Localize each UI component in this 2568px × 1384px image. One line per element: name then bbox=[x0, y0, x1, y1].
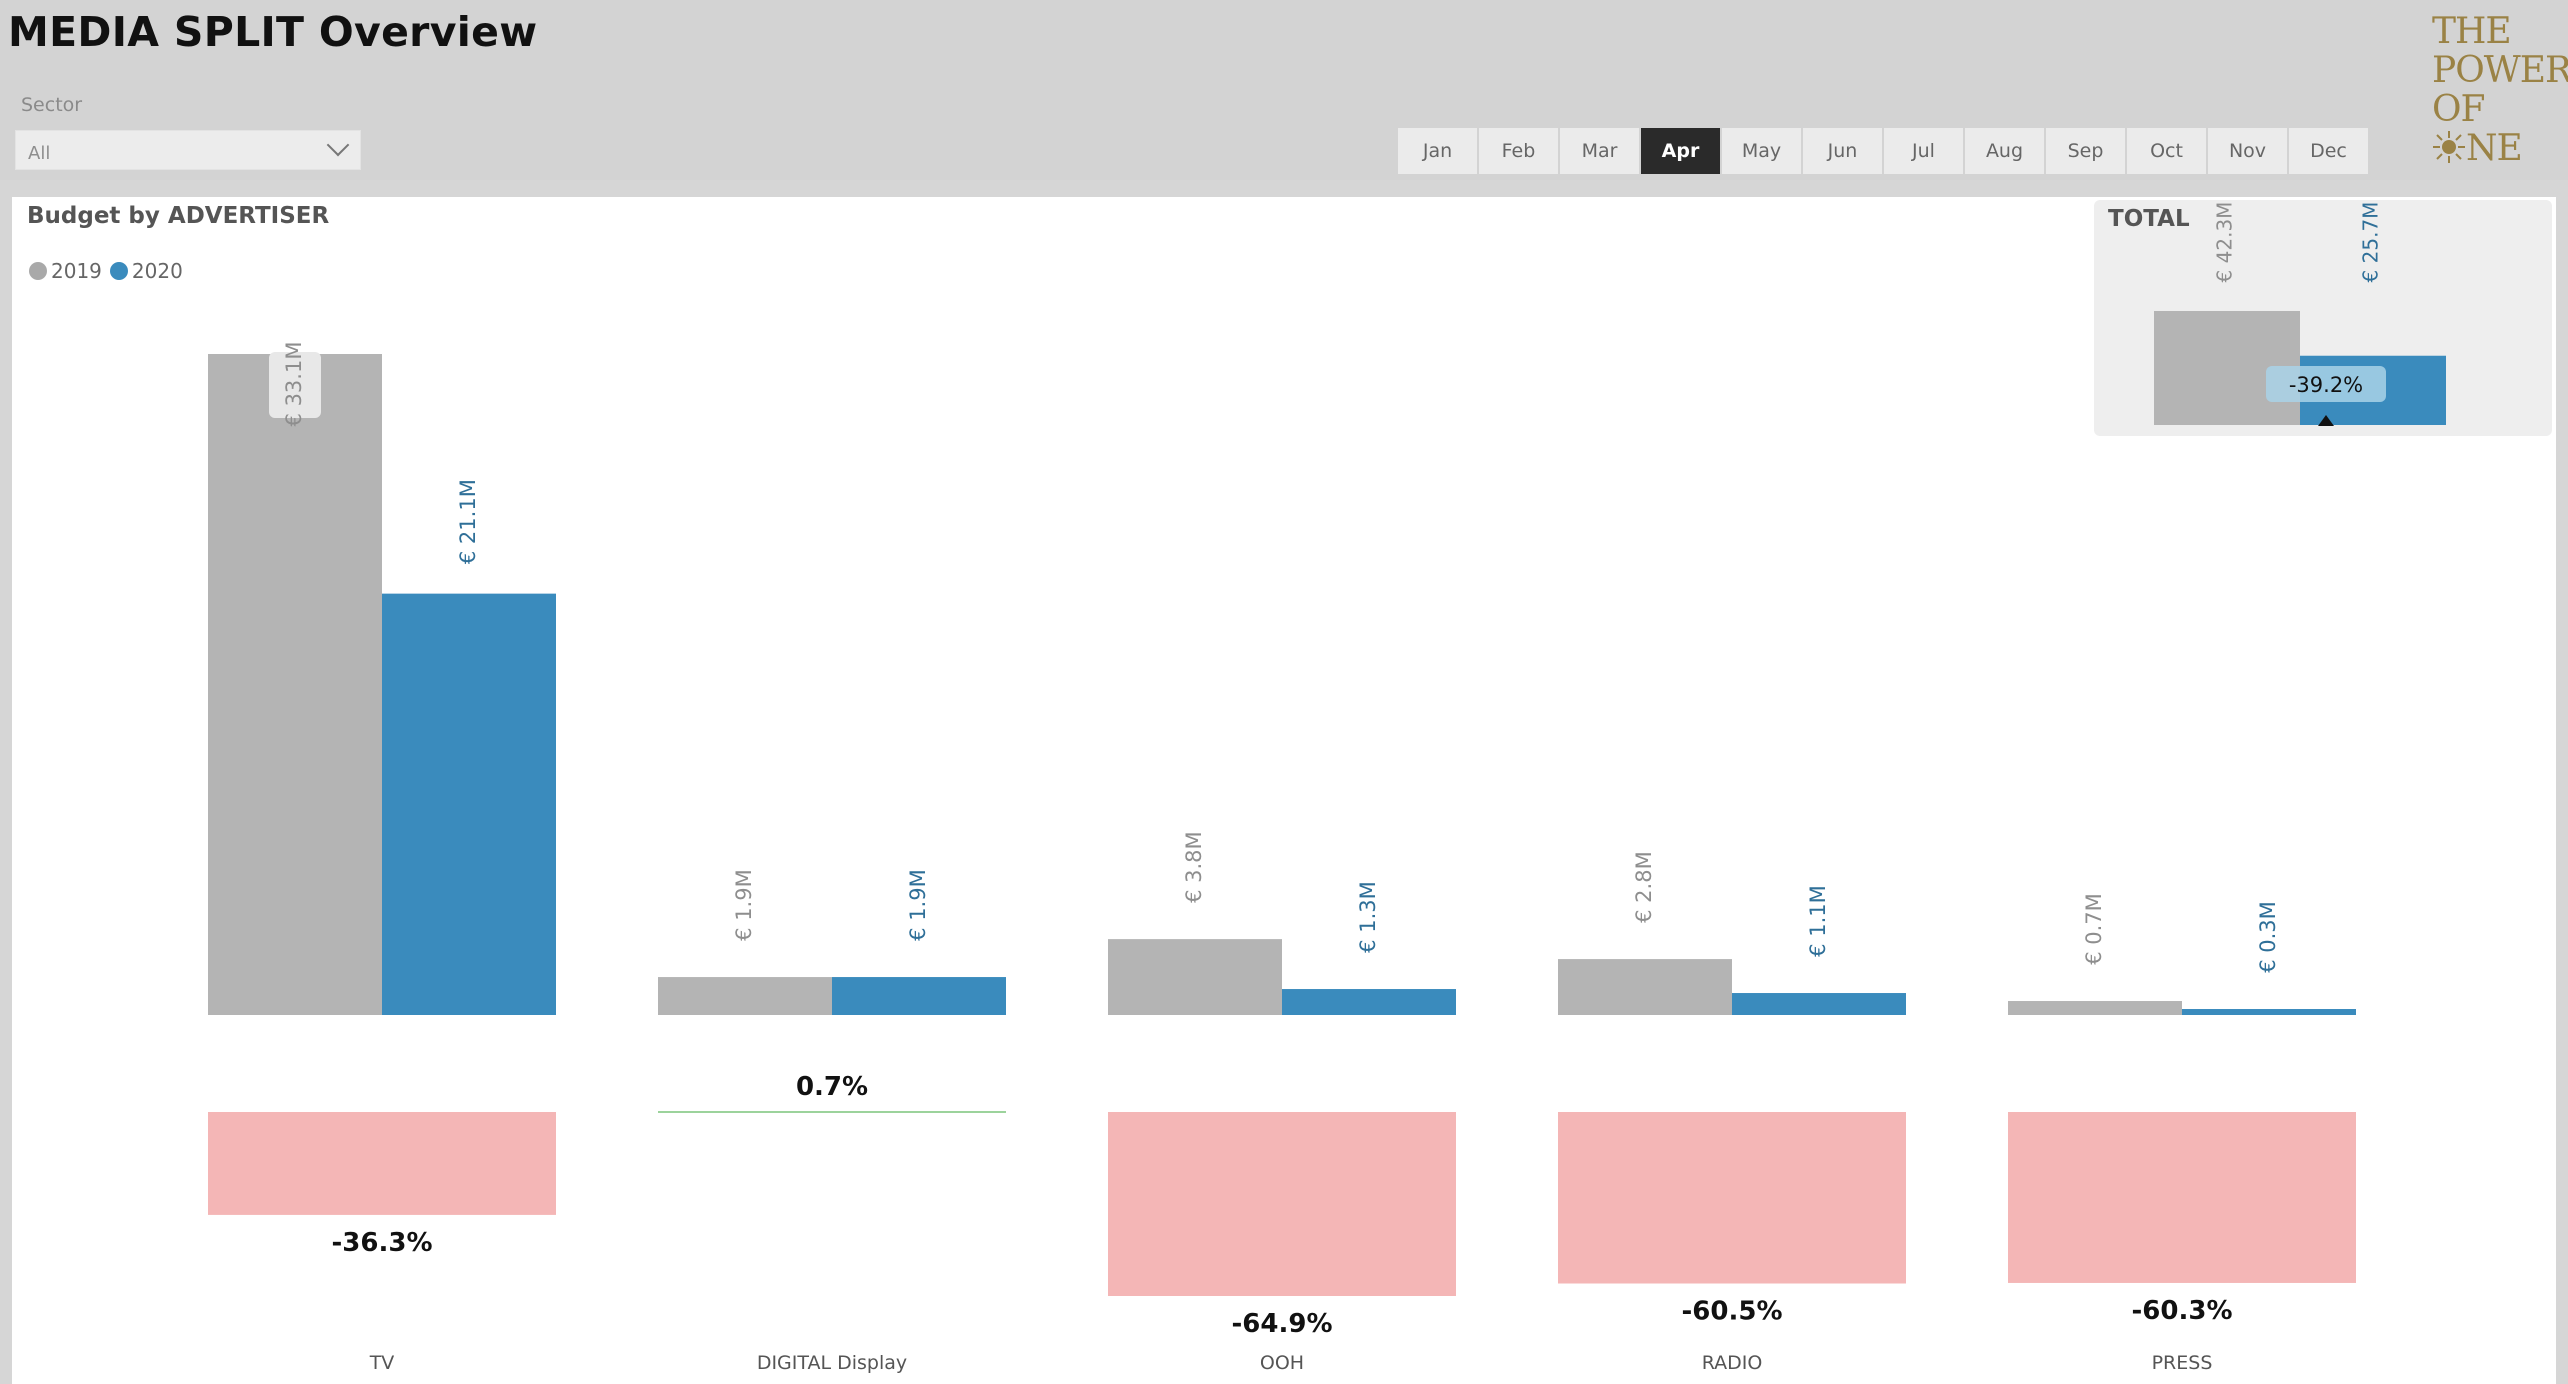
category-label-2: OOH bbox=[1260, 1352, 1304, 1374]
bar-2020-3[interactable] bbox=[1732, 993, 1906, 1015]
month-button-feb[interactable]: Feb bbox=[1479, 128, 1558, 174]
bar-2019-2[interactable] bbox=[1108, 939, 1282, 1015]
change-label-0: -36.3% bbox=[332, 1228, 433, 1258]
chevron-down-icon bbox=[326, 133, 350, 157]
tooltip-pointer-icon bbox=[2318, 415, 2334, 426]
month-button-jun[interactable]: Jun bbox=[1803, 128, 1882, 174]
month-button-apr[interactable]: Apr bbox=[1641, 128, 1720, 174]
change-bar-3[interactable] bbox=[1558, 1112, 1906, 1284]
value-label-2019-0: € 33.1M bbox=[282, 342, 306, 427]
month-button-sep[interactable]: Sep bbox=[2046, 128, 2125, 174]
bar-2020-1[interactable] bbox=[832, 977, 1006, 1015]
category-label-4: PRESS bbox=[2152, 1352, 2213, 1374]
logo-line-1: THE bbox=[2432, 11, 2512, 52]
chart-legend: 2019 2020 bbox=[29, 259, 191, 283]
legend-dot-2019 bbox=[29, 262, 47, 280]
logo-line-4-text: NE bbox=[2466, 128, 2523, 169]
change-label-3: -60.5% bbox=[1682, 1297, 1783, 1327]
category-label-3: RADIO bbox=[1702, 1352, 1763, 1374]
category-label-1: DIGITAL Display bbox=[757, 1352, 907, 1374]
page-title: MEDIA SPLIT Overview bbox=[8, 8, 538, 56]
total-change-badge bbox=[2266, 366, 2386, 402]
month-button-nov[interactable]: Nov bbox=[2208, 128, 2287, 174]
bar-2020-0[interactable] bbox=[382, 593, 556, 1015]
category-label-0: TV bbox=[369, 1352, 395, 1374]
logo-line-3: OF bbox=[2432, 89, 2486, 130]
value-label-2019-2: € 3.8M bbox=[1182, 831, 1206, 903]
value-label-2020-3: € 1.1M bbox=[1806, 885, 1830, 957]
month-button-oct[interactable]: Oct bbox=[2127, 128, 2206, 174]
change-bar-4[interactable] bbox=[2008, 1112, 2356, 1283]
total-title: TOTAL bbox=[2108, 206, 2190, 232]
logo-line-4: NE bbox=[2432, 129, 2562, 168]
total-change-label: -39.2% bbox=[2289, 373, 2363, 397]
bar-2019-4[interactable] bbox=[2008, 1001, 2182, 1015]
value-label-2019-1: € 1.9M bbox=[732, 869, 756, 941]
logo-line-2: POWER bbox=[2432, 50, 2568, 91]
sector-dropdown[interactable]: All bbox=[15, 130, 361, 170]
value-label-2020-0: € 21.1M bbox=[456, 479, 480, 564]
bar-2019-3[interactable] bbox=[1558, 959, 1732, 1015]
budget-by-advertiser-chart: € 33.1M € 21.1M -36.3% TV € 1.9M € 1.9M 0.7% DI… bbox=[208, 342, 2356, 1374]
legend-label-2019: 2019 bbox=[51, 259, 102, 283]
value-label-2020-4: € 0.3M bbox=[2256, 901, 2280, 973]
month-button-jan[interactable]: Jan bbox=[1398, 128, 1477, 174]
sun-emblem-icon bbox=[2433, 131, 2465, 163]
bar-2020-4[interactable] bbox=[2182, 1009, 2356, 1015]
value-label-2020-2: € 1.3M bbox=[1356, 881, 1380, 953]
sector-selected-value: All bbox=[28, 143, 51, 164]
total-chart: € 42.3M € 25.7M -39.2% bbox=[2154, 202, 2446, 426]
legend-item-2020[interactable]: 2020 bbox=[109, 259, 183, 283]
chart-title: Budget by ADVERTISER bbox=[27, 203, 330, 229]
total-card: € 42.3M € 25.7M -39.2% TOTAL bbox=[2094, 200, 2552, 436]
label-bg-2019-0 bbox=[269, 352, 321, 418]
total-value-label-2019: € 42.3M bbox=[2213, 202, 2237, 283]
change-bar-0[interactable] bbox=[208, 1112, 556, 1215]
header-bar: MEDIA SPLIT Overview Sector All Jan Feb Ma… bbox=[0, 0, 2568, 180]
legend-label-2020: 2020 bbox=[131, 259, 183, 283]
change-bar-2[interactable] bbox=[1108, 1112, 1456, 1296]
bar-2019-0[interactable] bbox=[208, 354, 382, 1015]
month-button-aug[interactable]: Aug bbox=[1965, 128, 2044, 174]
value-label-2020-1: € 1.9M bbox=[906, 869, 930, 941]
month-slicer: Jan Feb Mar Apr May Jun Jul Aug Sep Oct Nov Dec bbox=[1398, 128, 2370, 174]
change-label-2: -64.9% bbox=[1232, 1309, 1333, 1339]
change-label-1: 0.7% bbox=[796, 1072, 868, 1102]
value-label-2019-4: € 0.7M bbox=[2082, 893, 2106, 965]
legend-item-2019[interactable]: 2019 bbox=[29, 259, 102, 283]
change-label-4: -60.3% bbox=[2132, 1296, 2233, 1326]
bar-2020-2[interactable] bbox=[1282, 989, 1456, 1015]
brand-logo: THE POWER OF NE bbox=[2432, 11, 2568, 172]
value-label-2019-3: € 2.8M bbox=[1632, 851, 1656, 923]
bar-2019-1[interactable] bbox=[658, 977, 832, 1015]
month-button-dec[interactable]: Dec bbox=[2289, 128, 2368, 174]
month-button-mar[interactable]: Mar bbox=[1560, 128, 1639, 174]
legend-dot-2020 bbox=[109, 262, 128, 280]
month-button-jul[interactable]: Jul bbox=[1884, 128, 1963, 174]
total-value-label-2020: € 25.7M bbox=[2359, 202, 2383, 283]
sector-label: Sector bbox=[21, 94, 83, 116]
month-button-may[interactable]: May bbox=[1722, 128, 1801, 174]
